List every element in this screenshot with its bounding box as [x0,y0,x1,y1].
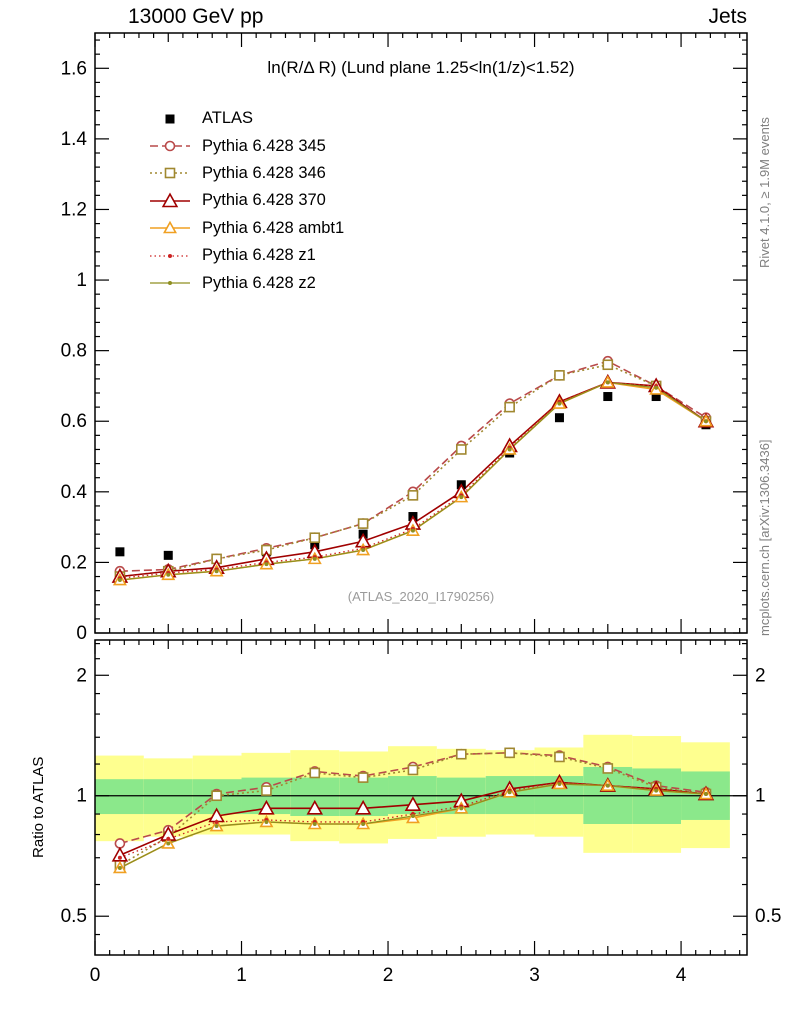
beam-energy-title: 13000 GeV pp [128,5,264,28]
series-line-pythia-370 [119,381,707,578]
main-ytick-label: 0.2 [61,552,87,573]
series-line-pythia-345 [119,360,707,573]
legend-label-pythia-370: Pythia 6.428 370 [202,191,326,210]
rivet-version-text: Rivet 4.1.0, ≥ 1.9M events [757,117,772,268]
xtick-label: 1 [236,965,247,986]
ratio-ytick-label-left: 0.5 [61,906,87,927]
main-ytick-label: 1 [76,270,87,291]
legend-marker-pythia-370 [150,192,190,208]
legend-label-pythia-ambt1: Pythia 6.428 ambt1 [202,218,345,237]
legend-marker-pythia-z2 [150,281,190,286]
ratio-panel-frame [94,639,748,956]
legend-label-pythia-346: Pythia 6.428 346 [202,163,326,182]
legend-item-pythia-346: Pythia 6.428 346 [148,160,344,187]
series-line-pythia-z1 [119,381,707,579]
ratio-ytick-label-right: 1 [755,786,766,807]
legend-item-pythia-z2: Pythia 6.428 z2 [148,269,344,296]
ratio-ytick-label-right: 2 [755,665,766,686]
process-title: Jets [708,5,747,28]
legend-item-pythia-345: Pythia 6.428 345 [148,132,344,159]
main-ytick-label: 0 [76,623,87,644]
main-ytick-label: 0.6 [61,411,87,432]
analysis-watermark: (ATLAS_2020_I1790256) [347,589,495,604]
plot-title: ln(R/Δ R) (Lund plane 1.25<ln(1/z)<1.52) [267,58,575,77]
ratio-ytick-label-right: 0.5 [755,906,781,927]
tick-labels: 0 0.2 0.4 0.6 0.8 1 1.2 1.4 1.6 0.5 0.5 1 1 2 2 0 1 2 3 4 [61,58,782,986]
main-ytick-label: 1.2 [61,199,87,220]
main-ytick-label: 0.4 [61,482,88,503]
xtick-label: 0 [90,965,101,986]
legend: ATLAS Pythia 6.428 345 Pythia 6.428 346 Pyt… [148,105,344,297]
legend-marker-pythia-345 [150,140,190,152]
main-ytick-label: 1.4 [61,129,88,150]
xtick-label: 4 [676,965,687,986]
legend-item-pythia-z1: Pythia 6.428 z1 [148,242,344,269]
ratio-axis-label: Ratio to ATLAS [30,756,47,858]
series-line-pythia-ambt1 [119,381,707,581]
legend-marker-pythia-ambt1 [150,220,190,234]
legend-label-pythia-z1: Pythia 6.428 z1 [202,246,316,265]
legend-item-atlas: ATLAS [148,105,344,132]
main-panel-frame [94,32,748,634]
legend-marker-atlas [165,114,175,124]
series-line-pythia-z2 [119,381,707,581]
ratio-ytick-label-left: 1 [76,786,87,807]
legend-label-pythia-345: Pythia 6.428 345 [202,136,326,155]
legend-label-pythia-z2: Pythia 6.428 z2 [202,273,316,292]
xtick-label: 2 [383,965,394,986]
main-ytick-label: 1.6 [61,58,87,79]
legend-marker-pythia-346 [150,168,190,179]
legend-label-atlas: ATLAS [202,109,254,128]
ratio-ytick-label-left: 2 [76,665,87,686]
series-layer [111,355,715,874]
legend-item-pythia-ambt1: Pythia 6.428 ambt1 [148,215,344,242]
series-line-pythia-346 [119,363,707,578]
legend-item-pythia-370: Pythia 6.428 370 [148,187,344,214]
axis-ticks [94,33,747,955]
mcplots-credit-text: mcplots.cern.ch [arXiv:1306.3436] [757,439,772,636]
main-ytick-label: 0.8 [61,341,87,362]
xtick-label: 3 [529,965,540,986]
legend-marker-pythia-z1 [150,253,190,258]
